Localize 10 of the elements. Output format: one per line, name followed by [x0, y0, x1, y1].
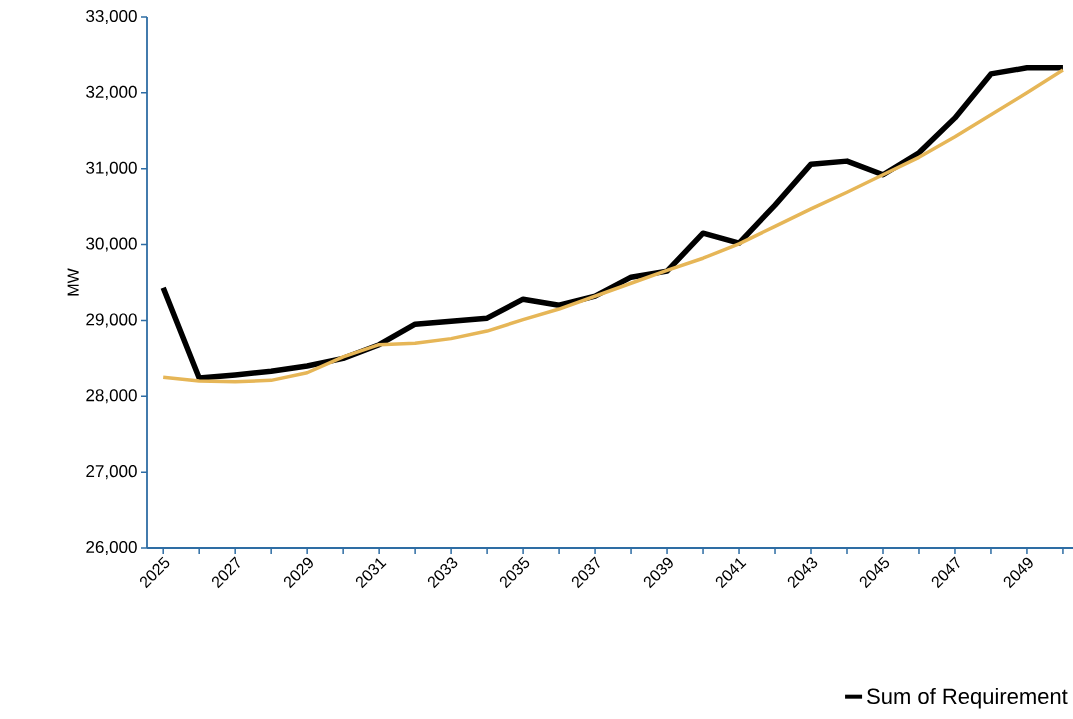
y-tick-label: 28,000 [86, 389, 137, 404]
y-tick-label: 30,000 [86, 237, 137, 252]
y-tick-label: 33,000 [86, 9, 137, 25]
y-axis-title: MW [67, 268, 79, 296]
y-tick-label: 26,000 [86, 540, 137, 556]
legend-label: Sum of Requirement [867, 687, 1068, 709]
y-tick-label: 31,000 [86, 161, 137, 176]
y-tick-label: 29,000 [86, 313, 137, 328]
y-tick-label: 27,000 [86, 465, 137, 480]
y-tick-label: 32,000 [86, 85, 137, 100]
